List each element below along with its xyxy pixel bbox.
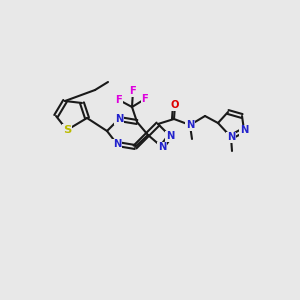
Text: N: N: [158, 142, 166, 152]
Text: S: S: [63, 125, 71, 135]
Text: F: F: [116, 95, 122, 105]
Text: N: N: [113, 139, 121, 149]
Text: F: F: [130, 86, 136, 96]
Text: N: N: [227, 132, 235, 142]
Text: F: F: [142, 94, 148, 104]
Text: O: O: [171, 100, 179, 110]
Text: N: N: [186, 120, 194, 130]
Text: N: N: [166, 131, 174, 141]
Text: N: N: [115, 114, 123, 124]
Text: N: N: [240, 125, 248, 135]
